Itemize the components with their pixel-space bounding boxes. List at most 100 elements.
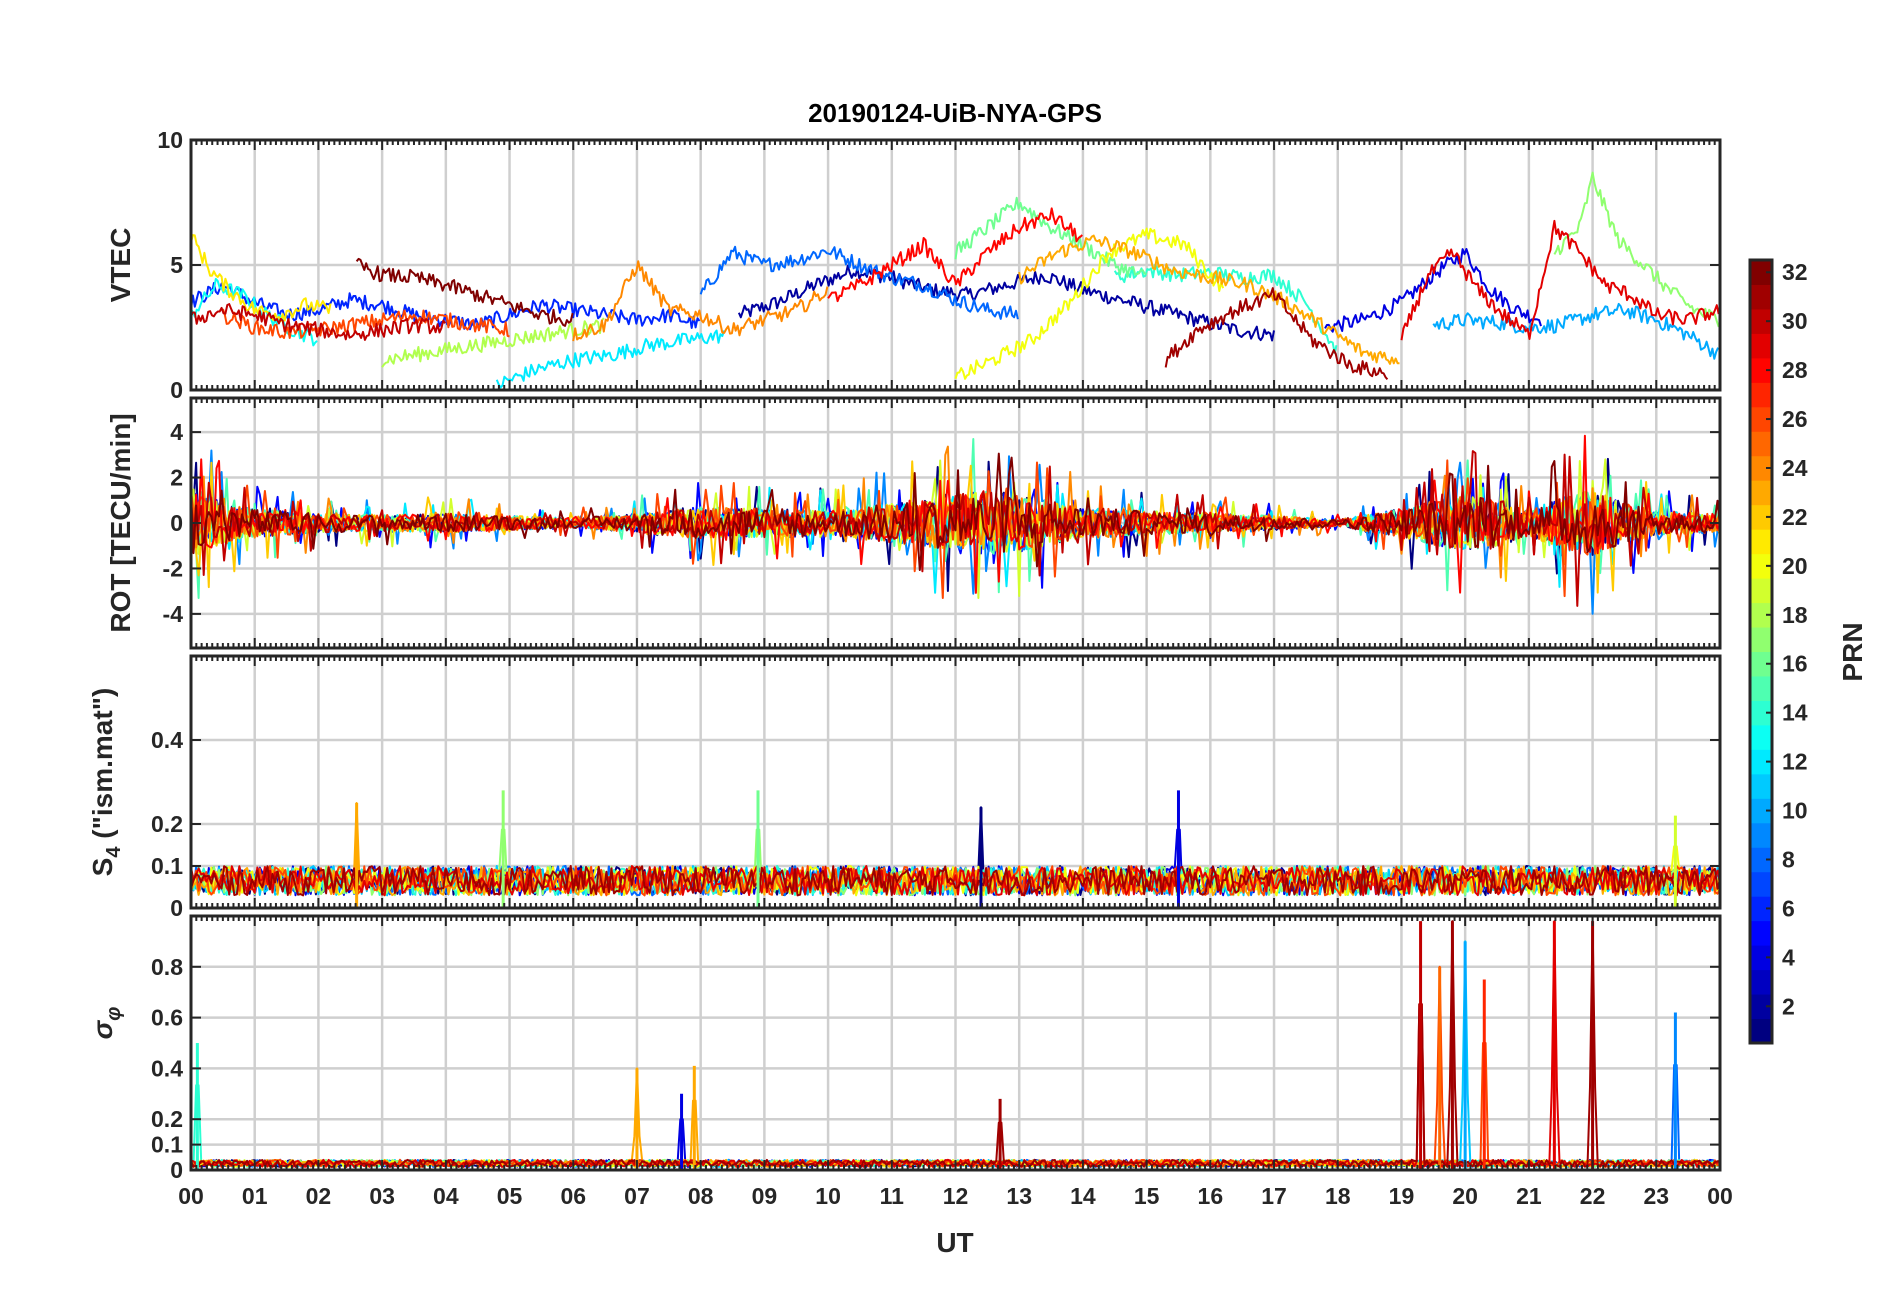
minor-ticks xyxy=(190,916,1721,1171)
series-prn-28 xyxy=(827,207,1083,303)
x-tick-label: 18 xyxy=(1325,1183,1351,1209)
series-prn-8 xyxy=(699,245,1019,320)
y-tick-label: 0 xyxy=(170,377,183,403)
x-tick-label: 13 xyxy=(1006,1183,1032,1209)
x-tick-label: 17 xyxy=(1261,1183,1287,1209)
series-prn-32 xyxy=(191,452,1720,571)
colorbar-tick-label: 12 xyxy=(1782,749,1808,775)
y-tick-label: 2 xyxy=(170,465,183,491)
y-tick-label: 5 xyxy=(170,252,183,278)
series-prn-14 xyxy=(1113,264,1338,354)
colorbar-band xyxy=(1750,700,1772,726)
series-prn-32 xyxy=(355,257,574,327)
colorbar-tick-label: 18 xyxy=(1782,602,1808,628)
panel-vtec: 0 5 10 VTEC xyxy=(105,127,1722,403)
series-prn-20 xyxy=(954,227,1225,380)
minor-ticks xyxy=(190,656,1721,909)
y-tick-label: 0.2 xyxy=(151,1106,183,1132)
colorbar-band xyxy=(1750,284,1772,310)
x-tick-label: 01 xyxy=(242,1183,268,1209)
minor-ticks xyxy=(190,398,1721,648)
colorbar-tick-label: 30 xyxy=(1782,308,1808,334)
figure-title: 20190124-UiB-NYA-GPS xyxy=(808,98,1102,128)
x-tick-label: 11 xyxy=(880,1183,905,1209)
series-prn-31 xyxy=(191,865,1720,897)
colorbar-tick-label: 14 xyxy=(1782,700,1808,726)
x-tick-label: 08 xyxy=(688,1183,714,1209)
colorbar-band xyxy=(1750,822,1772,848)
colorbar-band xyxy=(1750,260,1772,285)
colorbar-band xyxy=(1750,553,1772,579)
y-tick-label: 10 xyxy=(157,127,183,153)
colorbar-band xyxy=(1750,994,1772,1020)
x-tick-label: 20 xyxy=(1452,1183,1478,1209)
colorbar-tick-label: 22 xyxy=(1782,504,1808,530)
colorbar-tick-label: 6 xyxy=(1782,895,1795,921)
colorbar-tick-label: 28 xyxy=(1782,357,1808,383)
x-tick-label: 00 xyxy=(1707,1183,1733,1209)
series-prn-12 xyxy=(495,329,726,389)
series-prn-17 xyxy=(1553,171,1720,328)
series-group xyxy=(191,171,1720,389)
colorbar-band xyxy=(1750,431,1772,457)
y-tick-label: 0.4 xyxy=(151,727,183,753)
x-tick-label: 21 xyxy=(1516,1183,1542,1209)
x-tick-label: 07 xyxy=(624,1183,650,1209)
y-tick-label: 0.2 xyxy=(151,811,183,837)
y-tick-label: 0.8 xyxy=(151,954,183,980)
y-tick-label: 4 xyxy=(170,419,183,445)
y-tick-label: 0.6 xyxy=(151,1005,183,1031)
x-tick-label: 23 xyxy=(1643,1183,1669,1209)
y-tick-label: -4 xyxy=(163,601,184,627)
colorbar-band xyxy=(1750,602,1772,628)
colorbar-band xyxy=(1750,504,1772,530)
colorbar-band xyxy=(1750,627,1772,652)
x-axis-label: UT xyxy=(936,1227,973,1258)
colorbar-band xyxy=(1750,675,1772,701)
y-axis-label: ROT [TECU/min] xyxy=(105,413,136,632)
y-tick-label: 0.4 xyxy=(151,1055,183,1081)
x-tick-label: 19 xyxy=(1389,1183,1415,1209)
colorbar-band xyxy=(1750,406,1772,432)
colorbar-band xyxy=(1750,773,1772,799)
colorbar-band xyxy=(1750,798,1772,824)
series-prn-26 xyxy=(221,308,510,339)
colorbar-tick-label: 32 xyxy=(1782,259,1808,285)
colorbar-band xyxy=(1750,969,1772,995)
x-tick-label: 00 xyxy=(178,1183,204,1209)
colorbar-band xyxy=(1750,945,1772,971)
y-tick-label: 0 xyxy=(170,510,183,536)
x-tick-label: 09 xyxy=(752,1183,778,1209)
panel-sigma_phi: 00.10.2 0.4 0.6 0.8 σφ 00 01 02 03 04 05 06 07 08 09 10… xyxy=(87,914,1733,1209)
series-prn-2 xyxy=(737,264,1275,342)
x-tick-label: 14 xyxy=(1070,1183,1096,1209)
x-tick-label: 03 xyxy=(369,1183,395,1209)
x-tick-label: 02 xyxy=(306,1183,332,1209)
colorbar-band xyxy=(1750,847,1772,873)
colorbar-tick-label: 10 xyxy=(1782,798,1808,824)
colorbar-band xyxy=(1750,1018,1772,1044)
series-prn-21 xyxy=(191,234,332,323)
colorbar-band xyxy=(1750,480,1772,506)
colorbar-tick-label: 16 xyxy=(1782,651,1808,677)
y-tick-label: 0 xyxy=(170,895,183,921)
colorbar-band xyxy=(1750,529,1772,555)
colorbar-band xyxy=(1750,871,1772,897)
colorbar-band xyxy=(1750,455,1772,481)
x-tick-label: 04 xyxy=(433,1183,459,1209)
y-axis-label: VTEC xyxy=(105,228,136,303)
series-group xyxy=(191,434,1720,615)
series-prn-23 xyxy=(1018,234,1400,365)
y-axis-label: S4 ("ism.mat") xyxy=(87,688,125,877)
colorbar-band xyxy=(1750,896,1772,922)
series-prn-30 xyxy=(191,303,447,341)
series-prn-26 xyxy=(191,865,1720,897)
panel-rot: -4 -2 0 2 4 ROT [TECU/min] xyxy=(105,396,1722,650)
colorbar-tick-label: 24 xyxy=(1782,455,1808,481)
colorbar-tick-label: 2 xyxy=(1782,993,1795,1019)
x-tick-label: 10 xyxy=(815,1183,841,1209)
series-prn-29 xyxy=(1400,219,1720,341)
colorbar-tick-label: 8 xyxy=(1782,846,1795,872)
